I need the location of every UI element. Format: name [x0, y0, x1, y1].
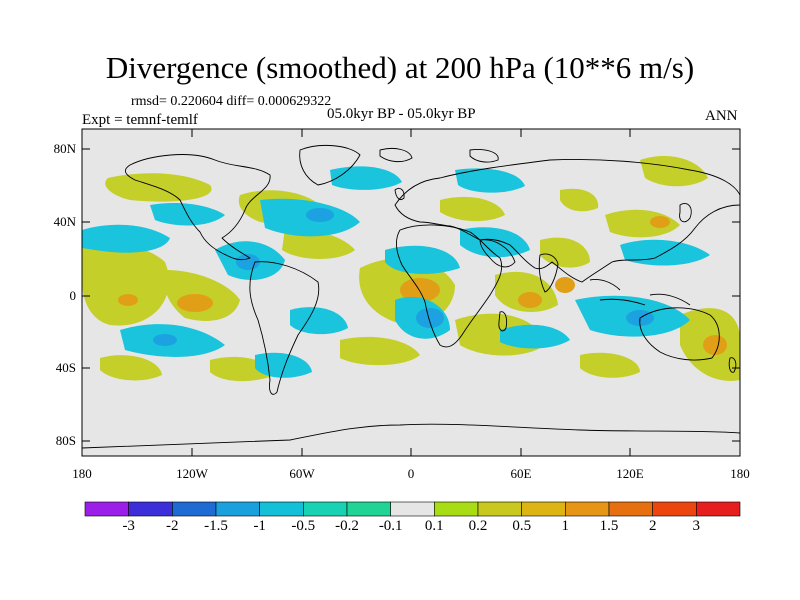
colorbar-label: 0.1: [424, 518, 444, 534]
colorbar-label: -0.2: [335, 518, 359, 534]
colorbar-box: [696, 501, 741, 517]
y-label-40s: 40S: [55, 360, 76, 375]
y-label-80s: 80S: [55, 433, 76, 448]
colorbar-label: 1.5: [599, 518, 619, 534]
chart-title: Divergence (smoothed) at 200 hPa (10**6 …: [105, 50, 695, 85]
colorbar-box: [652, 501, 697, 517]
colorbar-label: -0.1: [378, 518, 403, 534]
colorbar-label: -1: [253, 518, 266, 534]
x-label-60w: 60W: [289, 466, 315, 481]
colorbar-label: 0.5: [512, 518, 532, 534]
colorbar-label: -3: [122, 518, 135, 534]
colorbar-label: 2: [648, 518, 657, 534]
season-label: ANN: [705, 108, 738, 124]
y-label-40n: 40N: [53, 214, 76, 229]
colorbar-label: 0.2: [468, 518, 488, 534]
colorbar-box: [565, 501, 610, 517]
colorbar-box: [303, 501, 348, 517]
colorbar-box: [172, 501, 217, 517]
experiment-label: Expt = temnf-temlf: [82, 112, 198, 128]
stats-text: rmsd= 0.220604 diff= 0.000629322: [131, 94, 332, 109]
x-label-180w: 180: [72, 466, 92, 481]
colorbar-box: [521, 501, 566, 517]
colorbar-box: [434, 501, 479, 517]
y-label-80n: 80N: [53, 141, 76, 156]
colorbar-box: [215, 501, 260, 517]
x-label-60e: 60E: [510, 466, 532, 481]
period-label: 05.0kyr BP - 05.0kyr BP: [327, 106, 476, 122]
x-label-0: 0: [407, 466, 415, 481]
colorbar-box: [84, 501, 129, 517]
anomaly-fields: [82, 145, 740, 449]
colorbar-box: [259, 501, 304, 517]
colorbar-box: [608, 501, 653, 517]
colorbar-box: [128, 501, 173, 517]
colorbar-label: -1.5: [204, 518, 228, 534]
colorbar-box: [390, 501, 435, 517]
colorbar-label: -2: [166, 518, 179, 534]
x-label-120e: 120E: [616, 466, 644, 481]
colorbar-box: [346, 501, 391, 517]
colorbar: [84, 501, 741, 517]
colorbar-label: -0.5: [291, 518, 316, 534]
colorbar-label: 3: [692, 518, 701, 534]
y-label-0: 0: [69, 288, 77, 303]
x-ticks: [81, 129, 741, 456]
y-ticks: [82, 148, 740, 442]
x-label-180e: 180: [730, 466, 750, 481]
colorbar-box: [477, 501, 522, 517]
x-label-120w: 120W: [176, 466, 208, 481]
colorbar-label: 1: [561, 518, 570, 534]
